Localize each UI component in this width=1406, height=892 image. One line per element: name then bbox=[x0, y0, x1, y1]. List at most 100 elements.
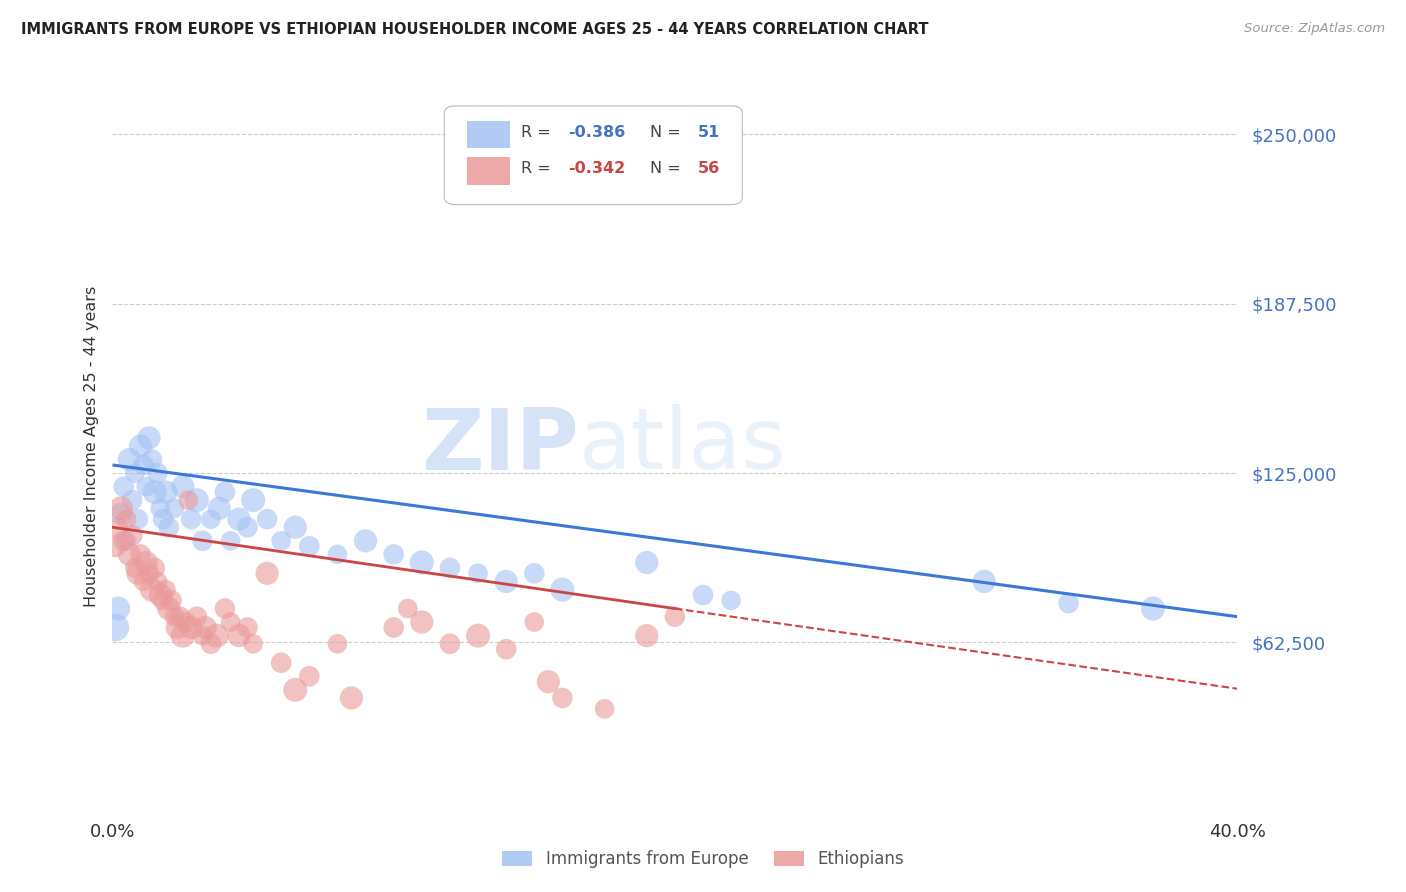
Point bbox=[141, 582, 163, 597]
Point bbox=[121, 493, 143, 508]
Point bbox=[127, 512, 149, 526]
Text: IMMIGRANTS FROM EUROPE VS ETHIOPIAN HOUSEHOLDER INCOME AGES 25 - 44 YEARS CORREL: IMMIGRANTS FROM EUROPE VS ETHIOPIAN HOUS… bbox=[21, 22, 928, 37]
Point bbox=[256, 512, 278, 526]
Point bbox=[214, 601, 236, 615]
Text: N =: N = bbox=[650, 125, 681, 140]
Point bbox=[169, 609, 191, 624]
Point bbox=[110, 507, 132, 521]
Point bbox=[396, 601, 419, 615]
Point bbox=[135, 480, 157, 494]
Point bbox=[112, 480, 135, 494]
Point bbox=[382, 620, 405, 634]
Point bbox=[138, 566, 160, 581]
Point bbox=[166, 620, 188, 634]
Point bbox=[242, 493, 264, 508]
Point bbox=[107, 520, 129, 534]
Point bbox=[298, 539, 321, 553]
Point bbox=[180, 512, 202, 526]
Point bbox=[236, 620, 259, 634]
Point bbox=[298, 669, 321, 683]
Point bbox=[439, 637, 461, 651]
Point bbox=[523, 566, 546, 581]
Point bbox=[551, 690, 574, 705]
Point bbox=[214, 485, 236, 500]
Text: R =: R = bbox=[520, 161, 551, 177]
Point bbox=[1142, 601, 1164, 615]
Point bbox=[200, 637, 222, 651]
Point bbox=[495, 642, 517, 657]
Point bbox=[138, 431, 160, 445]
Point bbox=[121, 528, 143, 542]
Point bbox=[1057, 596, 1080, 610]
Point bbox=[205, 629, 228, 643]
Point bbox=[152, 593, 174, 607]
Bar bbox=[467, 120, 509, 148]
Point bbox=[129, 439, 152, 453]
Point bbox=[141, 452, 163, 467]
Point bbox=[439, 561, 461, 575]
Point bbox=[284, 682, 307, 697]
Point bbox=[194, 620, 217, 634]
Text: 56: 56 bbox=[697, 161, 720, 177]
Point bbox=[973, 574, 995, 589]
Point bbox=[180, 620, 202, 634]
Point bbox=[163, 609, 186, 624]
Point bbox=[593, 702, 616, 716]
Text: 51: 51 bbox=[697, 125, 720, 140]
Y-axis label: Householder Income Ages 25 - 44 years: Householder Income Ages 25 - 44 years bbox=[83, 285, 98, 607]
Text: N =: N = bbox=[650, 161, 681, 177]
Point bbox=[636, 629, 658, 643]
Point bbox=[118, 452, 141, 467]
Point bbox=[152, 512, 174, 526]
Point bbox=[191, 533, 214, 548]
Point bbox=[149, 588, 172, 602]
Point bbox=[636, 556, 658, 570]
Point bbox=[172, 629, 194, 643]
Text: Source: ZipAtlas.com: Source: ZipAtlas.com bbox=[1244, 22, 1385, 36]
Point bbox=[495, 574, 517, 589]
Point bbox=[284, 520, 307, 534]
Point bbox=[326, 637, 349, 651]
Point bbox=[124, 466, 146, 480]
Point bbox=[143, 485, 166, 500]
Legend: Immigrants from Europe, Ethiopians: Immigrants from Europe, Ethiopians bbox=[496, 844, 910, 875]
Point bbox=[467, 566, 489, 581]
Point bbox=[208, 501, 231, 516]
Point bbox=[135, 556, 157, 570]
Text: -0.342: -0.342 bbox=[568, 161, 626, 177]
Text: ZIP: ZIP bbox=[422, 404, 579, 488]
Point bbox=[157, 520, 180, 534]
Point bbox=[110, 501, 132, 516]
Point bbox=[219, 533, 242, 548]
Point bbox=[115, 512, 138, 526]
Point bbox=[191, 629, 214, 643]
Point bbox=[149, 501, 172, 516]
Point bbox=[270, 533, 292, 548]
Point bbox=[104, 620, 127, 634]
Point bbox=[186, 609, 208, 624]
Point bbox=[112, 533, 135, 548]
Point bbox=[177, 493, 200, 508]
Point bbox=[236, 520, 259, 534]
Point bbox=[256, 566, 278, 581]
Point bbox=[186, 493, 208, 508]
Point bbox=[326, 547, 349, 561]
Point bbox=[143, 561, 166, 575]
Point bbox=[160, 593, 183, 607]
Point bbox=[155, 485, 177, 500]
Text: atlas: atlas bbox=[579, 404, 787, 488]
Point bbox=[146, 466, 169, 480]
Point bbox=[104, 539, 127, 553]
Point bbox=[228, 629, 250, 643]
Point bbox=[523, 615, 546, 629]
Point bbox=[200, 512, 222, 526]
Point bbox=[467, 629, 489, 643]
Point bbox=[155, 582, 177, 597]
Point bbox=[118, 547, 141, 561]
Point bbox=[127, 566, 149, 581]
Point bbox=[664, 609, 686, 624]
Point bbox=[132, 574, 155, 589]
Point bbox=[129, 547, 152, 561]
Point bbox=[411, 556, 433, 570]
Bar bbox=[467, 157, 509, 185]
